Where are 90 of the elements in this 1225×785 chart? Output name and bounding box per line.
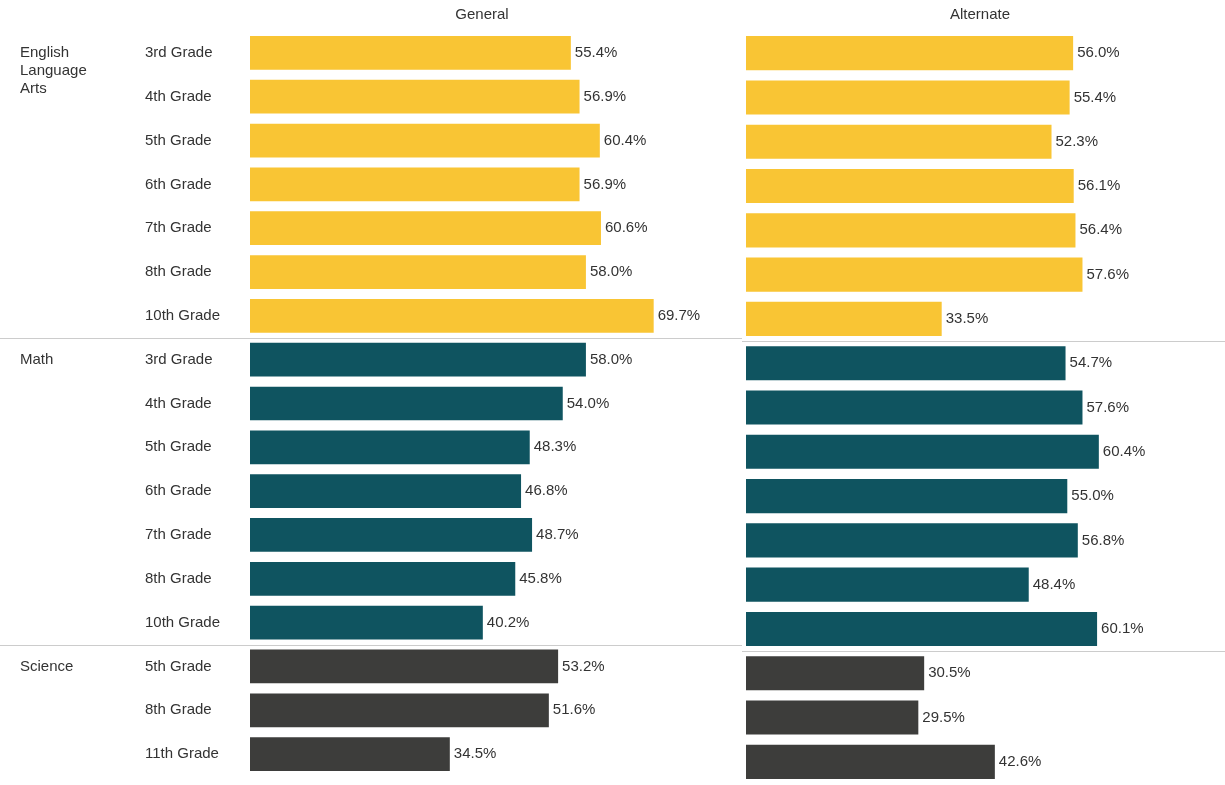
- data-label: 53.2%: [562, 656, 605, 674]
- y-tick-label: 8th Grade: [145, 568, 212, 586]
- y-tick-label: 5th Grade: [145, 130, 212, 148]
- data-label: 56.0%: [1077, 43, 1120, 61]
- bar: [746, 611, 1098, 647]
- data-label: 58.0%: [589, 349, 633, 367]
- bar: [250, 386, 563, 421]
- bar: [746, 257, 1083, 292]
- data-label: 54.7%: [1069, 353, 1113, 371]
- bar: [746, 301, 942, 336]
- data-label: 46.8%: [525, 481, 568, 499]
- bar: [250, 693, 549, 728]
- data-label: 60.4%: [603, 130, 647, 148]
- data-label: 30.5%: [928, 663, 971, 681]
- y-tick-label: 6th Grade: [145, 481, 212, 499]
- bar: [250, 36, 571, 70]
- bar: [746, 213, 1076, 248]
- bar: [250, 561, 516, 596]
- bar: [746, 390, 1083, 425]
- bar: [250, 255, 586, 289]
- data-label: 48.3%: [533, 437, 577, 455]
- data-label: 55.4%: [574, 43, 618, 61]
- data-label: 55.4%: [1073, 87, 1117, 105]
- bar: [746, 36, 1074, 71]
- data-label: 33.5%: [945, 309, 989, 327]
- data-label: 56.1%: [1077, 176, 1121, 194]
- y-tick-label: 3rd Grade: [145, 43, 213, 61]
- y-tick-label: 8th Grade: [145, 700, 212, 718]
- bar: [250, 430, 530, 465]
- data-label: 51.6%: [552, 700, 596, 718]
- bar: [746, 80, 1070, 115]
- y-tick-label: 7th Grade: [145, 218, 212, 236]
- data-label: 56.4%: [1079, 220, 1123, 238]
- y-tick-label: 4th Grade: [145, 393, 212, 411]
- bar: [250, 649, 559, 684]
- bar: [746, 479, 1068, 514]
- bar: [250, 737, 450, 771]
- bar: [746, 744, 995, 779]
- bar: [250, 518, 533, 552]
- y-tick-label: 5th Grade: [145, 437, 212, 455]
- bar: [746, 567, 1029, 602]
- bar: [250, 79, 580, 114]
- chart-title: Alternate: [949, 5, 1011, 23]
- bar: [250, 211, 601, 246]
- bar: [746, 656, 925, 691]
- bar: [250, 474, 522, 509]
- y-tick-label: 11th Grade: [145, 744, 219, 762]
- y-tick-label: 6th Grade: [145, 174, 212, 192]
- data-label: 34.5%: [453, 744, 497, 762]
- data-label: 45.8%: [519, 568, 562, 586]
- data-label: 40.2%: [486, 612, 530, 630]
- bar: [250, 167, 580, 202]
- y-tick-label: 4th Grade: [145, 86, 212, 104]
- data-label: 48.7%: [536, 525, 579, 543]
- data-label: 60.1%: [1101, 619, 1144, 637]
- text: Science: [20, 656, 74, 674]
- bar: [746, 523, 1078, 558]
- data-label: 60.4%: [1102, 441, 1146, 459]
- data-label: 56.8%: [1081, 530, 1125, 548]
- text: Math: [20, 349, 54, 367]
- data-label: 52.3%: [1055, 131, 1099, 149]
- data-label: 57.6%: [1086, 264, 1130, 282]
- data-label: 42.6%: [998, 751, 1042, 769]
- data-label: 48.4%: [1032, 574, 1076, 592]
- y-tick-label: 10th Grade: [145, 612, 221, 630]
- data-label: 56.9%: [583, 86, 627, 104]
- y-tick-label: 8th Grade: [145, 262, 212, 280]
- bar: [746, 434, 1099, 469]
- chart-title: General: [455, 5, 509, 23]
- data-label: 69.7%: [657, 305, 701, 323]
- data-label: 29.5%: [922, 707, 965, 725]
- bar: [746, 700, 919, 735]
- bar: [250, 605, 483, 640]
- bar: [250, 342, 586, 377]
- y-tick-label: 3rd Grade: [145, 349, 213, 367]
- bar: [746, 124, 1052, 159]
- data-label: 56.9%: [583, 174, 627, 192]
- data-label: 58.0%: [589, 262, 633, 280]
- y-tick-label: 10th Grade: [145, 305, 221, 323]
- bar: [746, 346, 1066, 381]
- data-label: 55.0%: [1071, 486, 1114, 504]
- bar: [250, 123, 600, 158]
- bar: [250, 298, 654, 333]
- text: English Language Arts: [20, 43, 87, 97]
- y-tick-label: 7th Grade: [145, 525, 212, 543]
- data-label: 60.6%: [604, 218, 648, 236]
- data-label: 54.0%: [566, 393, 610, 411]
- data-label: 57.6%: [1086, 397, 1130, 415]
- bar: [746, 168, 1074, 204]
- y-tick-label: 5th Grade: [145, 656, 212, 674]
